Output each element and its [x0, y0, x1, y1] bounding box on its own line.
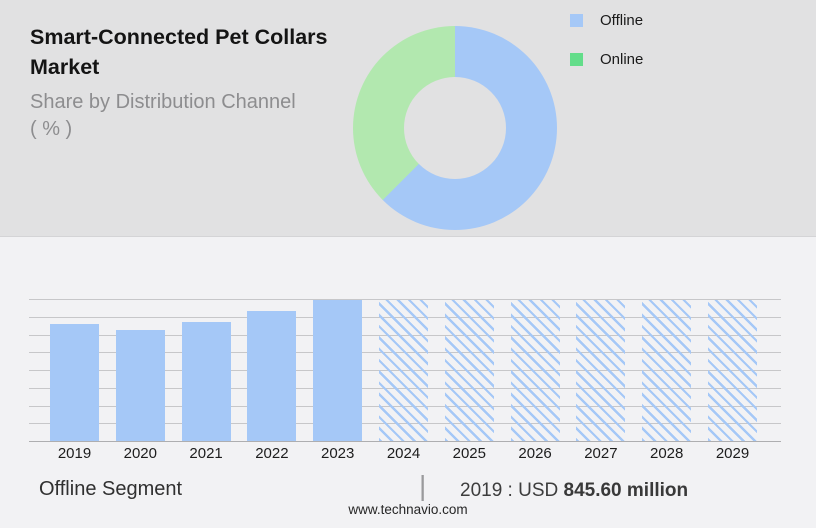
footer-divider: | — [419, 470, 427, 501]
bar-2022 — [247, 310, 297, 441]
x-tick-2029: 2029 — [715, 445, 750, 462]
x-tick-2020: 2020 — [123, 445, 157, 462]
bar-2023 — [313, 300, 363, 441]
donut-hole — [404, 77, 506, 179]
base-year-value: 2019 : USD 845.60 million — [460, 480, 688, 502]
header-panel: Smart-Connected Pet Collars Market Share… — [0, 0, 816, 237]
base-year-value-amount: 845.60 million — [563, 480, 689, 501]
bar-2027 — [576, 300, 626, 441]
bar-2021 — [181, 322, 231, 441]
x-tick-2019: 2019 — [57, 445, 92, 462]
bar-2025 — [444, 300, 494, 441]
x-tick-2026: 2026 — [518, 445, 552, 462]
legend-item-online: Online — [570, 50, 644, 68]
title-block: Smart-Connected Pet Collars Market Share… — [30, 22, 378, 143]
gridline — [29, 299, 781, 300]
x-axis-baseline — [29, 441, 781, 442]
donut-chart — [353, 26, 557, 230]
website-url: www.technavio.com — [348, 502, 468, 517]
x-tick-2022: 2022 — [255, 445, 289, 462]
legend-label-offline: Offline — [600, 11, 644, 29]
bar-2029 — [708, 300, 757, 441]
chart-subtitle-text: Share by Distribution Channel — [30, 91, 296, 113]
chart-subtitle: Share by Distribution Channel ( % ) — [30, 89, 378, 143]
bar-2024 — [379, 300, 428, 441]
bar-2020 — [115, 330, 165, 441]
x-tick-2021: 2021 — [189, 445, 223, 462]
bar-2028 — [642, 300, 692, 441]
bar-2019 — [50, 324, 99, 441]
online-swatch-icon — [570, 52, 583, 66]
x-tick-2023: 2023 — [321, 445, 355, 462]
offline-swatch-icon — [570, 13, 583, 27]
x-tick-2025: 2025 — [452, 445, 486, 462]
chart-subtitle-unit: ( % ) — [30, 118, 73, 140]
report-title: Smart-Connected Pet Collars Market — [30, 25, 328, 79]
donut-legend: Offline Online — [570, 11, 644, 91]
x-tick-2028: 2028 — [650, 445, 684, 462]
x-tick-2024: 2024 — [386, 445, 421, 462]
bar-2026 — [510, 300, 560, 441]
base-year-value-prefix: 2019 : USD — [460, 480, 564, 501]
segment-label: Offline Segment — [39, 478, 183, 500]
x-tick-2027: 2027 — [584, 445, 618, 462]
legend-label-online: Online — [600, 50, 644, 68]
legend-item-offline: Offline — [570, 11, 644, 29]
